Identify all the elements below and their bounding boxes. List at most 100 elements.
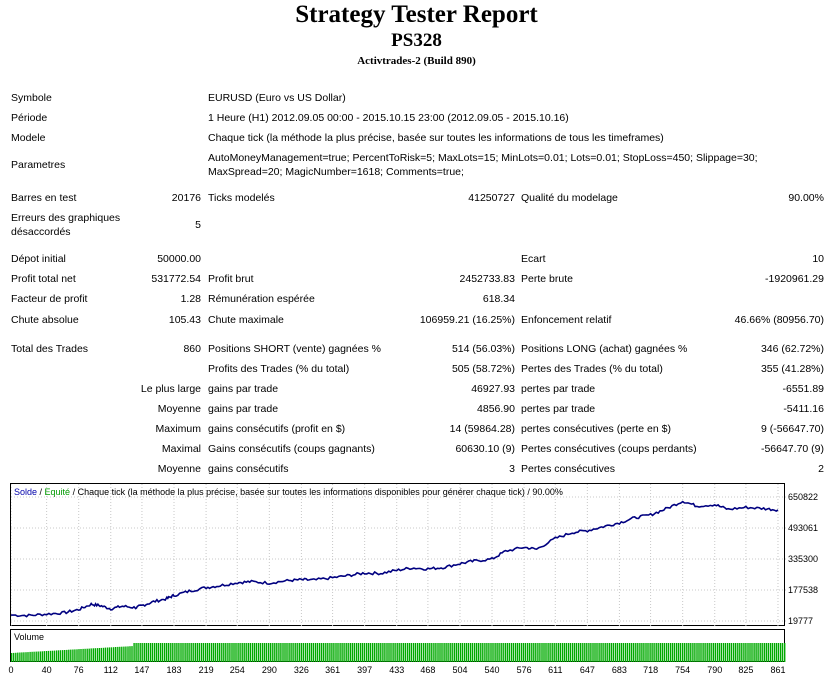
volume-bar	[284, 643, 286, 662]
volume-bar	[677, 643, 680, 662]
volume-bar	[679, 643, 682, 662]
volume-bar	[771, 643, 774, 662]
volume-bar	[457, 643, 459, 662]
volume-bar	[265, 643, 268, 662]
volume-bar	[553, 643, 555, 662]
periode-label: Période	[11, 112, 48, 124]
parametres-label: Parametres	[11, 159, 66, 171]
volume-bar	[522, 643, 525, 662]
volume-bar	[616, 643, 619, 662]
volume-bar	[663, 643, 665, 662]
volume-bar	[174, 643, 176, 662]
volume-bar	[62, 650, 64, 662]
volume-bar	[451, 643, 453, 662]
volume-bar	[423, 643, 425, 662]
volume-bar	[402, 643, 404, 662]
volume-bar	[125, 646, 127, 662]
volume-bar	[219, 643, 221, 662]
volume-bar	[374, 643, 376, 662]
volume-bar	[400, 643, 402, 662]
volume-bar	[655, 643, 657, 662]
volume-bar	[98, 648, 101, 662]
volume-bar	[684, 643, 686, 662]
balance-chart-svg	[11, 484, 786, 627]
volume-bar	[710, 643, 712, 662]
volume-bar	[629, 643, 631, 662]
volume-bar	[274, 643, 276, 662]
volume-bar	[661, 643, 663, 662]
volume-bar	[592, 643, 594, 662]
ecart-label: Ecart	[521, 253, 546, 265]
volume-bar	[708, 643, 710, 662]
volume-bar	[363, 643, 366, 662]
x-tick-label: 326	[293, 665, 309, 675]
x-tick-label: 40	[41, 665, 52, 675]
volume-bar	[580, 643, 582, 662]
volume-bar	[176, 643, 178, 662]
volume-bar	[106, 647, 109, 662]
volume-bar	[455, 643, 457, 662]
volume-bar	[598, 643, 600, 662]
moyenne-perte-label: pertes par trade	[521, 403, 596, 415]
volume-bar	[310, 643, 313, 662]
y-tick-label: 19777	[788, 616, 814, 626]
maximum-perte-label: pertes consécutives (perte en $)	[521, 423, 671, 435]
volume-bar	[27, 652, 29, 662]
x-tick-label: 0	[8, 665, 14, 675]
volume-bar	[431, 643, 433, 662]
volume-bar	[367, 643, 370, 662]
volume-bar	[17, 652, 19, 662]
volume-bar	[92, 648, 94, 662]
maximum-gain-label: gains consécutifs (profit en $)	[208, 423, 346, 435]
volume-bar	[184, 643, 186, 662]
volume-bar	[618, 643, 621, 662]
x-tick-label: 112	[103, 665, 118, 675]
periode-value: 1 Heure (H1) 2012.09.05 00:00 - 2015.10.…	[208, 112, 569, 124]
moyenne-label: Moyenne	[157, 403, 201, 415]
x-tick-label: 254	[229, 665, 245, 675]
volume-bar	[502, 643, 504, 662]
enfoncement-label: Enfoncement relatif	[521, 314, 612, 326]
volume-bar	[159, 643, 162, 662]
volume-bar	[100, 647, 103, 662]
volume-bar	[53, 650, 56, 662]
volume-bar	[323, 643, 325, 662]
volume-bar	[757, 643, 759, 662]
x-tick-label: 683	[611, 665, 627, 675]
maximum-perte-value: 9 (-56647.70)	[760, 423, 824, 435]
volume-bar	[115, 647, 117, 662]
volume-bar	[506, 643, 508, 662]
volume-bar	[614, 643, 617, 662]
volume-bar	[229, 643, 231, 662]
volume-bar	[698, 643, 700, 662]
volume-bar	[555, 643, 557, 662]
volume-bar	[321, 643, 323, 662]
profits-trades-value: 505 (58.72%)	[451, 363, 515, 375]
volume-bar	[724, 643, 727, 662]
maximal-gain-value: 60630.10 (9)	[455, 443, 515, 455]
volume-bar	[608, 643, 610, 662]
volume-bar	[484, 643, 486, 662]
volume-bar	[84, 648, 86, 662]
volume-bar	[549, 643, 551, 662]
volume-bar	[755, 643, 757, 662]
volume-bar	[541, 643, 543, 662]
volume-bar	[255, 643, 258, 662]
volume-bar	[527, 643, 529, 662]
volume-bar	[178, 643, 180, 662]
short-value: 514 (56.03%)	[451, 343, 515, 355]
volume-bar	[408, 643, 411, 662]
volume-bar	[135, 643, 137, 662]
volume-bar	[537, 643, 539, 662]
volume-bar	[372, 643, 374, 662]
volume-bar	[276, 643, 278, 662]
volume-bar	[131, 646, 133, 662]
volume-bar	[192, 643, 194, 662]
volume-bar	[761, 643, 763, 662]
volume-bar	[459, 643, 462, 662]
short-label: Positions SHORT (vente) gagnées %	[208, 343, 381, 355]
volume-bar	[769, 643, 772, 662]
volume-bar	[190, 643, 192, 662]
balance-chart: Solde / Equité / Chaque tick (la méthode…	[10, 483, 786, 627]
volume-bar	[143, 643, 145, 662]
